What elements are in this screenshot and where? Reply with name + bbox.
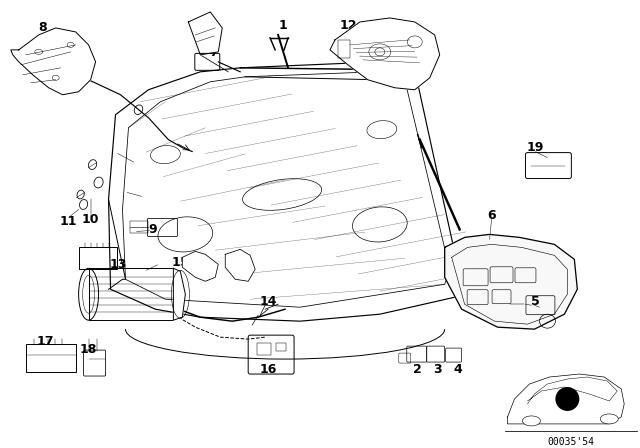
Polygon shape — [173, 268, 186, 320]
Text: 00035'54: 00035'54 — [548, 437, 595, 447]
Text: 14: 14 — [259, 295, 277, 308]
Ellipse shape — [600, 414, 618, 424]
Text: 13: 13 — [110, 258, 127, 271]
Circle shape — [556, 387, 579, 411]
Ellipse shape — [522, 416, 540, 426]
Polygon shape — [330, 18, 440, 90]
Text: 15: 15 — [172, 256, 189, 269]
Text: 6: 6 — [487, 209, 496, 222]
Text: 3: 3 — [433, 362, 442, 375]
Polygon shape — [225, 250, 255, 281]
Polygon shape — [182, 251, 218, 281]
Text: 12: 12 — [339, 19, 356, 32]
Text: 7: 7 — [209, 46, 218, 60]
Polygon shape — [508, 374, 624, 424]
Text: 10: 10 — [82, 213, 99, 226]
Polygon shape — [188, 12, 222, 55]
Text: 4: 4 — [453, 362, 462, 375]
Text: 2: 2 — [413, 362, 422, 375]
Text: 11: 11 — [60, 215, 77, 228]
Polygon shape — [445, 234, 577, 329]
Text: 1: 1 — [278, 19, 287, 32]
Text: 18: 18 — [80, 343, 97, 356]
Text: 17: 17 — [37, 335, 54, 348]
Text: 8: 8 — [204, 18, 212, 31]
Text: 5: 5 — [531, 295, 540, 308]
Text: 16: 16 — [259, 362, 277, 375]
Polygon shape — [11, 28, 95, 95]
Text: 19: 19 — [527, 141, 544, 154]
Text: 9: 9 — [148, 223, 157, 236]
Text: 8: 8 — [38, 22, 47, 34]
